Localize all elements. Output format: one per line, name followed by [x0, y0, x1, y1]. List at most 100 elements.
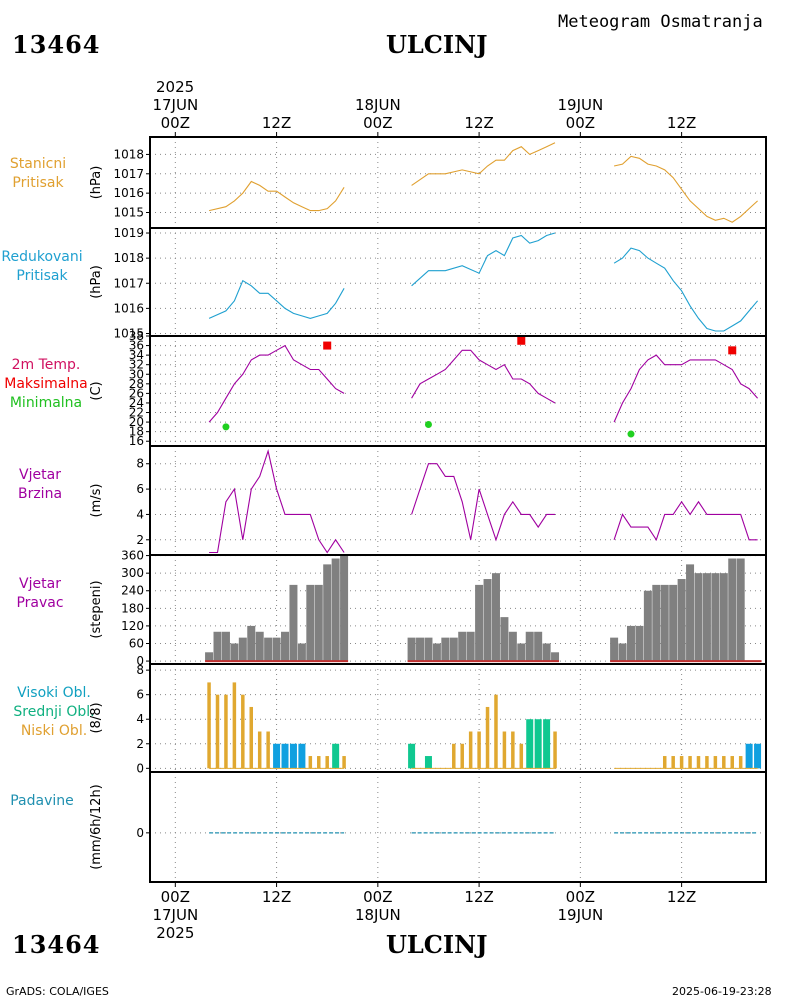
- series-line: [208, 279, 345, 319]
- cloud-bar: [257, 731, 262, 769]
- direction-bar: [491, 573, 500, 662]
- direction-bar: [297, 643, 306, 662]
- bottom-date-label: 17JUN: [152, 906, 198, 924]
- max-temp-marker: [728, 346, 737, 355]
- series-line: [209, 449, 345, 554]
- label-temp-line3: Minimalna: [9, 395, 83, 411]
- y-tick-label: 240: [121, 584, 144, 598]
- cloud-bar: [342, 756, 346, 769]
- direction-bar: [686, 564, 695, 662]
- label-padavine: Padavine: [0, 792, 92, 811]
- direction-bar: [736, 558, 745, 662]
- bottom-hour-label: 00Z: [363, 888, 392, 906]
- top-hour-label: 00Z: [566, 114, 595, 132]
- y-tick-label: 36: [129, 339, 144, 353]
- label-redukovani-line2: Pritisak: [16, 268, 68, 284]
- direction-bar: [702, 573, 711, 662]
- cloud-bar: [754, 743, 762, 769]
- label-padavine-line1: Padavine: [10, 793, 74, 809]
- bottom-hour-label: 12Z: [667, 888, 696, 906]
- cloud-bar: [511, 731, 515, 769]
- bottom-hour-label: 12Z: [262, 888, 291, 906]
- series-line: [613, 155, 758, 223]
- label-temperatura: 2m Temp. Maksimalna Minimalna: [0, 356, 96, 413]
- label-redukovani-line1: Redukovani: [1, 249, 83, 265]
- y-axis-label: (mm/6h/12h): [89, 784, 104, 870]
- cloud-bar: [526, 719, 534, 769]
- cloud-bar: [534, 719, 542, 769]
- series-line: [613, 354, 759, 423]
- cloud-bar: [730, 756, 734, 769]
- cloud-bar: [266, 731, 270, 769]
- cloud-bar: [249, 706, 254, 769]
- label-brzina-line2: Brzina: [17, 486, 63, 502]
- direction-bar: [652, 584, 661, 662]
- bottom-date-label: 19JUN: [557, 906, 603, 924]
- y-axis-label: (hPa): [89, 265, 104, 299]
- y-tick-label: 2: [136, 533, 144, 547]
- direction-bar: [669, 584, 678, 662]
- y-tick-label: 6: [136, 688, 144, 702]
- direction-bar: [205, 652, 214, 662]
- cloud-bar: [224, 694, 228, 769]
- cloud-bar: [298, 743, 306, 769]
- cloud-bar: [696, 756, 701, 769]
- series-line: [208, 180, 345, 212]
- y-tick-label: 38: [129, 329, 144, 343]
- y-tick-label: 22: [129, 406, 144, 420]
- top-hour-label: 12Z: [464, 114, 493, 132]
- cloud-bar: [424, 756, 432, 769]
- y-tick-label: 1016: [113, 301, 144, 315]
- direction-bar: [626, 625, 635, 662]
- series-line: [411, 463, 555, 542]
- direction-bar: [314, 584, 323, 662]
- bottom-year-label: 2025: [156, 924, 194, 942]
- max-temp-marker: [323, 341, 332, 350]
- cloud-bar: [468, 731, 473, 769]
- y-tick-label: 1019: [113, 226, 144, 240]
- y-tick-label: 1015: [113, 206, 144, 220]
- y-tick-label: 34: [129, 348, 144, 362]
- y-tick-label: 0: [136, 654, 144, 668]
- direction-bar: [221, 631, 230, 662]
- y-tick-label: 32: [129, 358, 144, 372]
- label-pravac-line2: Pravac: [16, 595, 64, 611]
- cloud-bar: [289, 743, 297, 769]
- direction-bar: [407, 637, 416, 662]
- y-tick-label: 4: [136, 712, 144, 726]
- direction-bar: [728, 558, 737, 662]
- cloud-bar: [494, 694, 498, 769]
- cloud-bar: [679, 756, 684, 769]
- direction-bar: [711, 573, 720, 662]
- label-stanicni-pritisak: Stanicni Pritisak: [0, 155, 88, 193]
- direction-bar: [306, 584, 315, 662]
- direction-bar: [643, 590, 652, 662]
- top-date-label: 17JUN: [152, 96, 198, 114]
- footer-timestamp: 2025-06-19-23:28: [672, 985, 772, 998]
- y-tick-label: 1015: [113, 326, 144, 340]
- cloud-bar: [325, 756, 329, 769]
- direction-bar: [323, 564, 332, 662]
- label-oblaci-line1: Visoki Obl.: [17, 685, 91, 701]
- y-tick-label: 16: [129, 434, 144, 448]
- city-title-top: ULCINJ: [386, 30, 488, 59]
- y-tick-label: 60: [129, 636, 144, 650]
- label-temp-line2: Maksimalna: [4, 376, 88, 392]
- direction-bar: [416, 637, 425, 662]
- meteogram-title: Meteogram Osmatranja: [558, 12, 763, 32]
- direction-bar: [635, 625, 644, 662]
- direction-bar: [534, 631, 543, 662]
- cloud-bar: [477, 731, 481, 769]
- y-axis-label: (hPa): [89, 166, 104, 200]
- direction-bar: [517, 643, 526, 662]
- label-oblaci-line2: Srednji Obl.: [13, 704, 95, 720]
- cloud-bar: [502, 731, 507, 769]
- direction-bar: [340, 555, 349, 662]
- direction-bar: [551, 652, 560, 662]
- y-tick-label: 180: [121, 601, 144, 615]
- cloud-bar: [705, 756, 709, 769]
- cloud-bar: [738, 756, 743, 769]
- direction-bar: [466, 631, 475, 662]
- max-temp-marker: [517, 336, 526, 345]
- label-vjetar-brzina: Vjetar Brzina: [0, 466, 90, 504]
